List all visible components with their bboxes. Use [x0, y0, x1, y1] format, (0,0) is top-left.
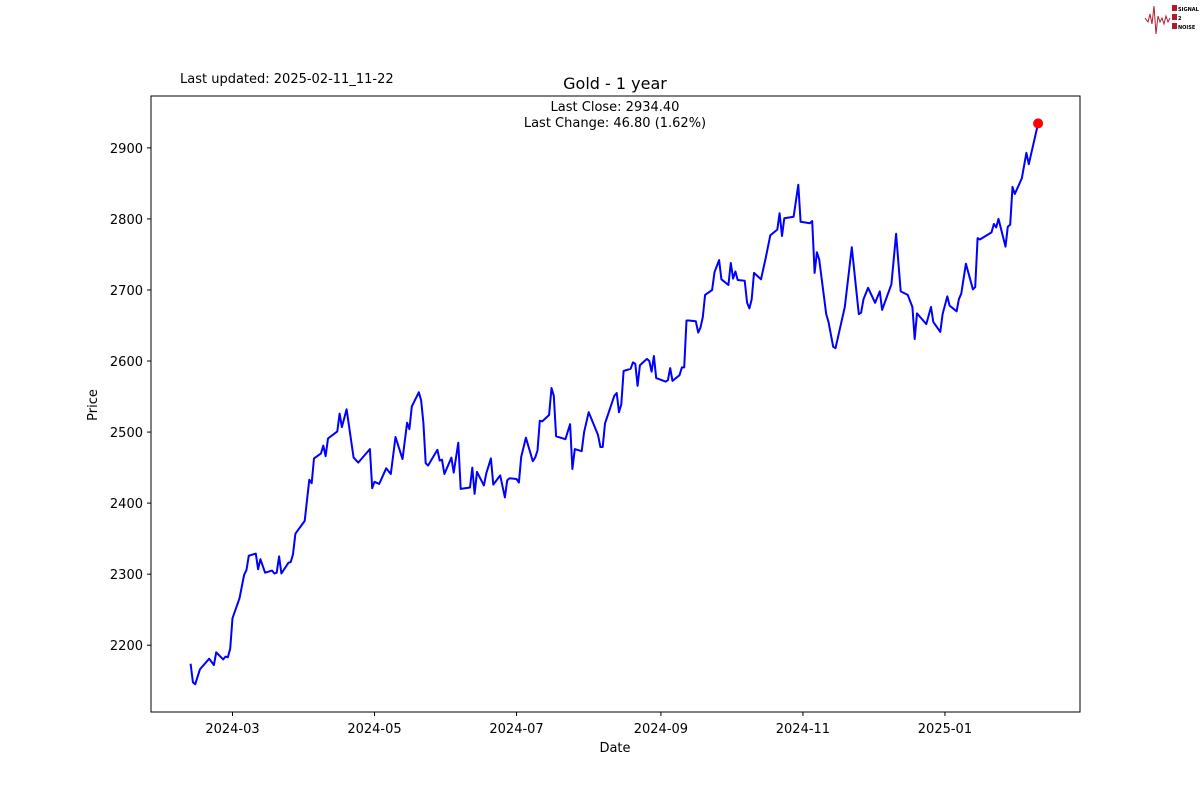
y-axis-label: Price	[86, 389, 101, 421]
x-axis-label: Date	[599, 741, 630, 756]
x-tick-label: 2025-01	[918, 722, 972, 737]
x-axis-ticks: 2024-03 2024-05 2024-07 2024-09 2024-11 2025-…	[205, 712, 972, 737]
chart-title: Gold - 1 year	[563, 74, 667, 93]
x-tick-label: 2024-05	[347, 722, 401, 737]
logo-text-2: 2	[1178, 16, 1182, 22]
last-change-annotation: Last Change: 46.80 (1.62%)	[524, 116, 706, 131]
last-updated-label: Last updated: 2025-02-11_11-22	[180, 72, 394, 87]
y-tick-label: 2300	[110, 568, 143, 583]
y-axis-ticks: 2200 2300 2400 2500 2600 2700 2800 2900	[110, 142, 151, 654]
x-tick-label: 2024-07	[489, 722, 543, 737]
x-tick-label: 2024-11	[776, 722, 830, 737]
last-close-annotation: Last Close: 2934.40	[551, 100, 680, 115]
logo-text-signal: SIGNAL	[1178, 7, 1200, 13]
price-line-series	[189, 123, 1040, 686]
y-tick-label: 2700	[110, 284, 143, 299]
x-tick-label: 2024-09	[634, 722, 688, 737]
signal-2-noise-logo: SIGNAL 2 NOISE	[1144, 5, 1200, 35]
y-tick-label: 2800	[110, 213, 143, 228]
plot-area	[150, 95, 1081, 713]
y-tick-label: 2900	[110, 142, 143, 157]
y-tick-label: 2500	[110, 426, 143, 441]
logo-waveform-icon	[1144, 5, 1171, 35]
y-tick-label: 2200	[110, 639, 143, 654]
y-tick-label: 2600	[110, 355, 143, 370]
last-close-marker	[1033, 118, 1044, 129]
y-tick-label: 2400	[110, 497, 143, 512]
x-tick-label: 2024-03	[205, 722, 259, 737]
logo-text-noise: NOISE	[1178, 25, 1196, 31]
